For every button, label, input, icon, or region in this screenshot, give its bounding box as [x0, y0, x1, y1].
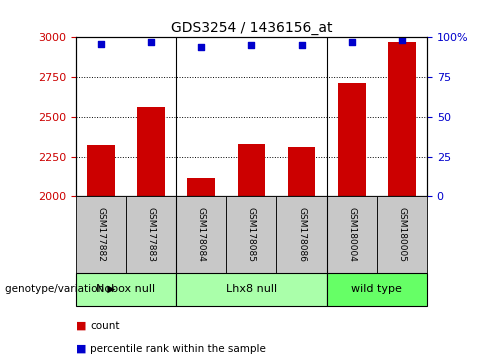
Bar [288, 147, 315, 196]
Text: count: count [90, 321, 120, 331]
Text: Nobox null: Nobox null [96, 284, 155, 295]
Point [147, 39, 155, 45]
Bar [388, 42, 416, 196]
Bar [187, 178, 215, 196]
Text: percentile rank within the sample: percentile rank within the sample [90, 344, 266, 354]
Text: genotype/variation ▶: genotype/variation ▶ [5, 284, 115, 295]
Point [97, 41, 104, 46]
Text: GSM177882: GSM177882 [96, 207, 105, 262]
Bar [238, 144, 265, 196]
Text: GSM177883: GSM177883 [146, 207, 156, 262]
Text: GSM178085: GSM178085 [247, 207, 256, 262]
Title: GDS3254 / 1436156_at: GDS3254 / 1436156_at [171, 21, 332, 35]
Text: GSM180005: GSM180005 [397, 207, 407, 262]
Point [348, 39, 356, 45]
Point [197, 44, 205, 50]
Point [398, 38, 406, 43]
Text: GSM178086: GSM178086 [297, 207, 306, 262]
Text: ■: ■ [76, 344, 86, 354]
Bar [87, 145, 115, 196]
Text: GSM178084: GSM178084 [197, 207, 205, 262]
Point [298, 42, 305, 48]
Point [247, 42, 255, 48]
Bar [338, 83, 366, 196]
Text: GSM180004: GSM180004 [347, 207, 356, 262]
Text: ■: ■ [76, 321, 86, 331]
Text: wild type: wild type [351, 284, 402, 295]
Bar [137, 107, 165, 196]
Text: Lhx8 null: Lhx8 null [226, 284, 277, 295]
